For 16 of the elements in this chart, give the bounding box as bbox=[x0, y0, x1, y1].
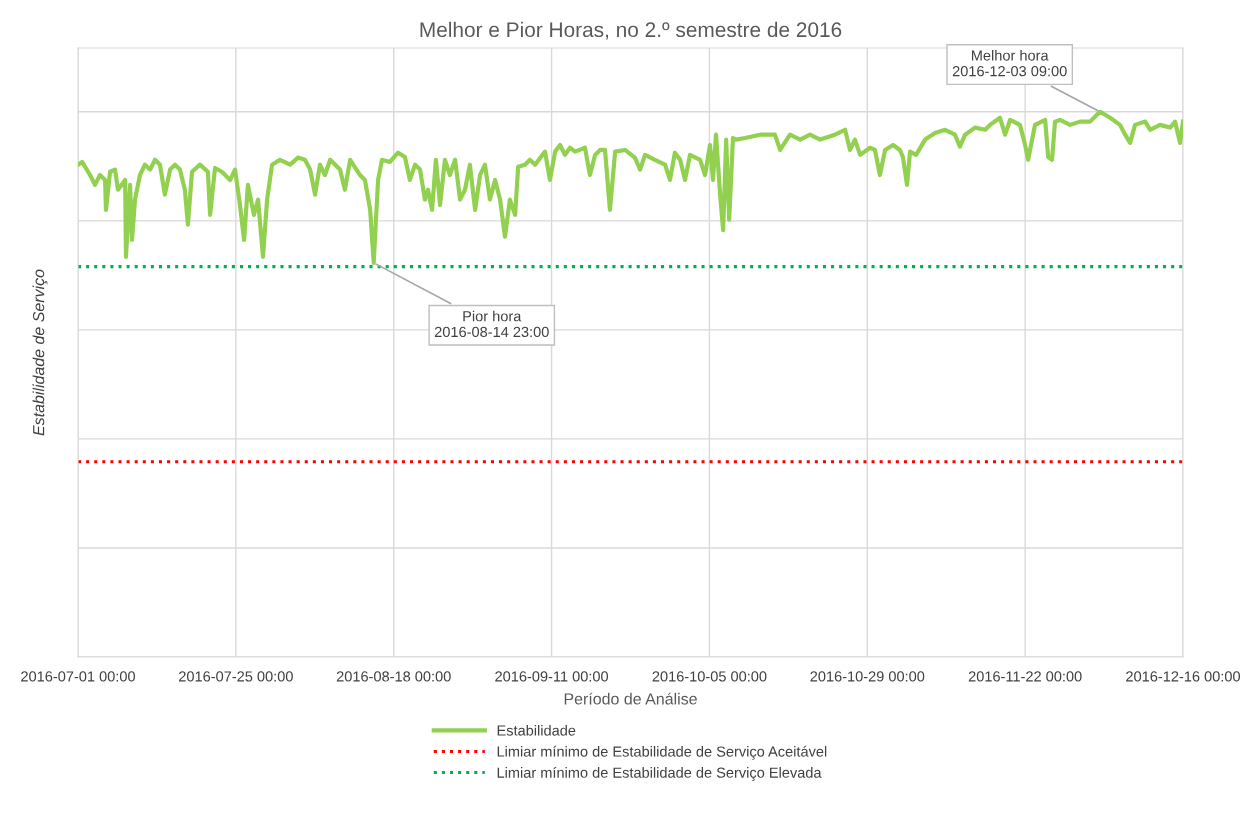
x-tick-label: 2016-07-01 00:00 bbox=[21, 671, 136, 682]
x-tick-label: 2016-12-16 00:00 bbox=[1126, 671, 1241, 682]
x-tick-label: 2016-07-25 00:00 bbox=[179, 671, 293, 682]
legend-label: Limiar mínimo de Estabilidade de Serviço Elevada bbox=[497, 766, 822, 781]
y-axis-title: Estabilidade de Serviço bbox=[32, 269, 48, 436]
x-tick-label: 2016-10-05 00:00 bbox=[652, 671, 767, 682]
annotation: Pior hora 2016-08-14 23:00 bbox=[434, 310, 549, 338]
x-tick-label: 2016-10-29 00:00 bbox=[810, 671, 925, 682]
x-tick-label: 2016-08-18 00:00 bbox=[336, 671, 451, 682]
x-axis-title: Período de Análise bbox=[564, 692, 697, 705]
x-tick-label: 2016-11-22 00:00 bbox=[968, 671, 1082, 682]
annotation: Melhor hora 2016-12-03 09:00 bbox=[952, 49, 1067, 77]
legend-label: Estabilidade bbox=[497, 724, 576, 736]
x-tick-label: 2016-09-11 00:00 bbox=[495, 671, 609, 682]
chart-title: Melhor e Pior Horas, no 2.º semestre de 2016 bbox=[420, 21, 842, 40]
legend-label: Limiar mínimo de Estabilidade de Serviço Aceitável bbox=[497, 745, 827, 760]
